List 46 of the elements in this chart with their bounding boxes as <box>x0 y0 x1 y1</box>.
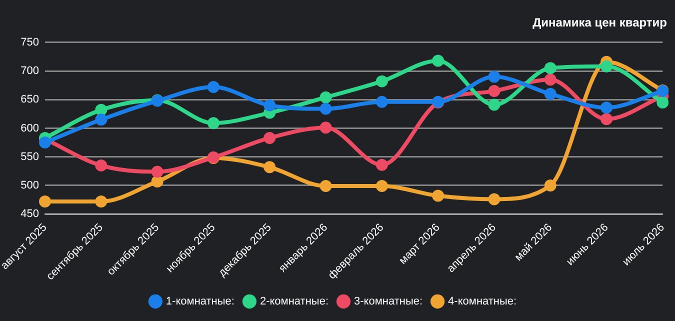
y-tick-label: 700 <box>20 65 40 78</box>
point <box>320 91 332 104</box>
point <box>432 190 444 202</box>
point <box>95 195 108 208</box>
point <box>544 62 556 74</box>
legend-label: 2-комнатные: <box>260 296 329 308</box>
point <box>207 81 220 94</box>
point <box>151 166 164 178</box>
point <box>544 88 556 100</box>
y-tick-label: 600 <box>20 122 40 134</box>
point <box>320 122 332 134</box>
point <box>320 102 332 115</box>
y-tick-label: 450 <box>20 208 40 220</box>
point <box>39 195 52 208</box>
chart-title: Динамика цен квартир <box>532 16 667 30</box>
point <box>376 96 388 108</box>
legend-label: 3-комнатные: <box>354 296 423 308</box>
point <box>432 54 444 67</box>
point <box>376 180 388 192</box>
point <box>95 159 108 172</box>
point <box>151 175 164 188</box>
y-tick-label: 550 <box>20 150 40 163</box>
y-tick-label: 750 <box>20 36 40 48</box>
point <box>600 60 613 72</box>
point <box>376 158 388 171</box>
point <box>544 179 556 192</box>
point <box>264 99 276 112</box>
point <box>600 113 613 126</box>
point <box>95 114 108 126</box>
point <box>264 132 276 144</box>
point <box>544 74 556 86</box>
y-tick-label: 500 <box>20 180 40 192</box>
point <box>207 117 220 130</box>
point <box>488 85 500 98</box>
point <box>488 193 500 206</box>
point <box>39 136 52 149</box>
point <box>376 75 388 88</box>
point <box>656 96 669 108</box>
legend-label: 4-комнатные: <box>448 296 517 308</box>
point <box>264 161 276 174</box>
point <box>488 70 500 83</box>
point <box>600 102 613 114</box>
point <box>488 98 500 111</box>
legend-label: 1-комнатные: <box>166 296 234 308</box>
y-tick-label: 650 <box>20 94 40 106</box>
point <box>320 180 332 192</box>
